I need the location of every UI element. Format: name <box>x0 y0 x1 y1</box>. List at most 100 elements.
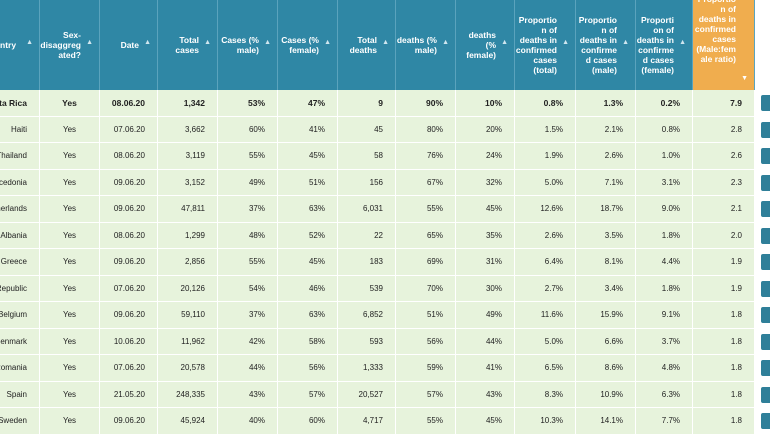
table-cell: 539 <box>338 275 396 302</box>
table-cell: 45,924 <box>158 408 218 434</box>
column-header[interactable]: deaths (% female) ▲ <box>456 0 515 90</box>
table-cell: 53% <box>218 90 278 117</box>
row-button[interactable] <box>761 360 770 376</box>
row-button[interactable] <box>761 121 770 138</box>
table-cell: 09.06.20 <box>100 169 158 196</box>
table-cell: 56% <box>278 355 338 382</box>
column-header[interactable]: deaths (% male) ▲ <box>396 0 456 90</box>
table-cell: 55% <box>218 143 278 170</box>
table-cell: 12.6% <box>515 196 576 223</box>
table-cell: 40% <box>218 408 278 434</box>
table-cell: 45% <box>278 143 338 170</box>
table-cell: 3.5% <box>576 222 636 249</box>
row-button[interactable] <box>761 254 770 270</box>
table-cell: 3.7% <box>636 328 693 355</box>
table-cell: 6,031 <box>338 196 396 223</box>
table-cell: 1.8 <box>693 328 755 355</box>
table-cell: 22 <box>338 222 396 249</box>
sort-arrow: ▲ <box>324 39 331 46</box>
column-header[interactable]: Proportion of deaths in confirmed cases … <box>515 0 576 90</box>
table-cell: sta Rica <box>0 90 40 117</box>
table-cell: 5.0% <box>515 169 576 196</box>
column-header[interactable]: Total deaths ▲ <box>338 0 396 90</box>
row-button[interactable] <box>761 148 770 164</box>
table-cell: 49% <box>456 302 515 329</box>
table-cell: 1.8 <box>693 302 755 329</box>
table-cell: 54% <box>218 275 278 302</box>
table-cell: 32% <box>456 169 515 196</box>
column-header[interactable]: Proportion of deaths in confirmed cases … <box>693 0 755 90</box>
column-header[interactable]: Proportion of deaths in confirmed cases … <box>636 0 693 90</box>
table-cell: 58 <box>338 143 396 170</box>
column-header[interactable]: Cases (% female) ▲ <box>278 0 338 90</box>
table-cell: 09.06.20 <box>100 302 158 329</box>
sort-arrow: ▼ <box>741 75 748 82</box>
table-cell: 07.06.20 <box>100 355 158 382</box>
table-cell: 8.3% <box>515 381 576 408</box>
table-cell: 1,342 <box>158 90 218 117</box>
table-cell: 63% <box>278 302 338 329</box>
table-cell: 80% <box>396 116 456 143</box>
sort-arrow: ▲ <box>622 39 629 46</box>
row-button[interactable] <box>761 386 770 403</box>
table-cell: 55% <box>218 249 278 276</box>
table-cell: 07.06.20 <box>100 275 158 302</box>
table-cell: 37% <box>218 302 278 329</box>
table-cell: Yes <box>40 328 100 355</box>
row-button[interactable] <box>761 333 770 350</box>
row-button[interactable] <box>761 413 770 429</box>
table-cell: 1,299 <box>158 222 218 249</box>
table-cell: 35% <box>456 222 515 249</box>
row-button[interactable] <box>761 95 770 111</box>
column-header[interactable]: Date ▲ <box>100 0 158 90</box>
table-cell: 7.9 <box>693 90 755 117</box>
table-cell: 37% <box>218 196 278 223</box>
table-cell: Yes <box>40 302 100 329</box>
table-cell: 3.4% <box>576 275 636 302</box>
column-header[interactable]: Proportion of deaths in confirmed cases … <box>576 0 636 90</box>
table-cell: 1.8 <box>693 408 755 434</box>
table-cell: 1.8 <box>693 355 755 382</box>
table-cell: 08.06.20 <box>100 90 158 117</box>
table-cell: 56% <box>396 328 456 355</box>
table-cell: 1.5% <box>515 116 576 143</box>
row-button[interactable] <box>761 227 770 244</box>
table-cell: 21.05.20 <box>100 381 158 408</box>
column-header[interactable]: Sex-disaggregated? ▲ <box>40 0 100 90</box>
table-cell: Belgium <box>0 302 40 329</box>
table-cell: Yes <box>40 408 100 434</box>
sort-arrow: ▲ <box>442 39 449 46</box>
row-button[interactable] <box>761 174 770 191</box>
table-cell: 2,856 <box>158 249 218 276</box>
table-cell: 6,852 <box>338 302 396 329</box>
row-button[interactable] <box>761 307 770 323</box>
row-button[interactable] <box>761 280 770 297</box>
table-cell: 593 <box>338 328 396 355</box>
sort-arrow: ▲ <box>204 39 211 46</box>
table-cell: 4.4% <box>636 249 693 276</box>
column-header[interactable]: ntry ▲ <box>0 0 40 90</box>
table-cell: 11,962 <box>158 328 218 355</box>
table-cell: Yes <box>40 116 100 143</box>
table-cell: 60% <box>218 116 278 143</box>
column-header[interactable]: Total cases ▲ <box>158 0 218 90</box>
table-cell: 9.1% <box>636 302 693 329</box>
table-cell: 52% <box>278 222 338 249</box>
table-cell: 0.8% <box>636 116 693 143</box>
table-cell: 1.0% <box>636 143 693 170</box>
column-header[interactable]: Cases (% male) ▲ <box>218 0 278 90</box>
table-cell: Yes <box>40 169 100 196</box>
table-cell: 43% <box>456 381 515 408</box>
table-cell: 3,662 <box>158 116 218 143</box>
table-cell: 15.9% <box>576 302 636 329</box>
table-cell: 44% <box>218 355 278 382</box>
table-cell: 0.8% <box>515 90 576 117</box>
table-cell: Yes <box>40 222 100 249</box>
table-cell: 43% <box>218 381 278 408</box>
table-cell: 1.8% <box>636 275 693 302</box>
table-cell: 3,119 <box>158 143 218 170</box>
row-button[interactable] <box>761 201 770 217</box>
table-cell: 41% <box>456 355 515 382</box>
table-cell: 10.9% <box>576 381 636 408</box>
